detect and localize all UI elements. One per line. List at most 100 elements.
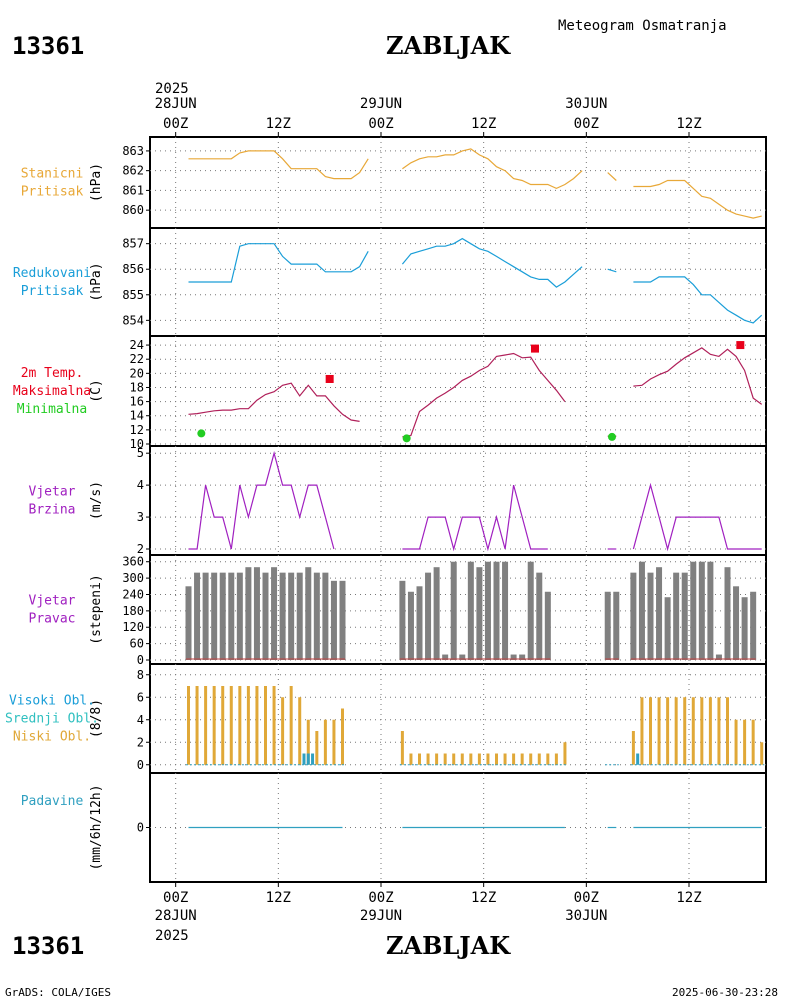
station-id-top: 13361	[12, 32, 84, 60]
y-tick-label: 2	[137, 735, 144, 749]
bar-mark	[674, 697, 678, 765]
bar-mark	[734, 719, 738, 765]
grads-credit: GrADS: COLA/IGES	[5, 986, 111, 999]
bar-mark	[546, 753, 550, 765]
panel-label: Pravac	[29, 612, 76, 627]
bar-mark	[279, 572, 286, 660]
bar-mark	[715, 654, 722, 660]
panel-label: Maksimalna	[13, 384, 91, 399]
tmin-marker	[402, 434, 411, 443]
series-line	[401, 237, 583, 288]
y-tick-label: 5	[137, 446, 144, 460]
tmin-marker	[608, 432, 616, 441]
bar-mark	[264, 686, 267, 765]
y-tick-label: 20	[130, 366, 144, 380]
bar-mark	[443, 753, 447, 765]
bar-mark	[330, 580, 337, 660]
panel-wind-direction: 0 60 120 180 240 300 360 (stepeni) Vjetar Pravac	[29, 554, 767, 667]
bar-mark	[255, 686, 259, 765]
panel-label: Srednji Obl.	[5, 712, 99, 727]
bar-mark	[305, 567, 312, 660]
y-tick-label: 18	[130, 380, 144, 394]
bottom-hour-label: 12Z	[676, 890, 701, 906]
y-tick-label: 16	[130, 395, 144, 409]
bar-mark	[221, 686, 225, 765]
unit-label: (mm/6h/12h)	[89, 784, 104, 870]
bar-mark	[604, 591, 611, 660]
bar-mark	[219, 572, 226, 660]
bar-mark	[724, 567, 731, 660]
bar-mark	[647, 572, 654, 660]
bar-mark	[544, 591, 551, 660]
bar-mark	[323, 719, 327, 765]
bar-mark	[512, 753, 516, 765]
bar-mark	[246, 686, 250, 765]
bar-mark	[640, 697, 644, 765]
series-line	[633, 276, 763, 324]
bar-mark	[229, 686, 233, 765]
top-date-label: 30JUN	[565, 96, 607, 112]
bar-mark	[631, 731, 635, 765]
bar-mark	[339, 580, 346, 660]
bar-mark	[510, 654, 517, 660]
bar-mark	[400, 731, 404, 765]
top-hour-label: 00Z	[574, 116, 599, 132]
panel-clouds: 0 2 4 6 8 (8/8)Visoki Obl. Srednji Obl. Niski O…	[5, 663, 767, 774]
panel-label: Stanicni	[21, 167, 84, 182]
top-hour-label: 00Z	[163, 116, 188, 132]
bar-mark	[537, 753, 541, 765]
bar-mark	[683, 697, 687, 765]
bar-mark	[673, 572, 680, 660]
bar-mark	[204, 686, 208, 765]
bar-mark	[460, 753, 464, 765]
y-tick-label: 60	[130, 637, 144, 651]
bar-mark	[486, 753, 490, 765]
panel-station-pressure: 860 861 862 863 (hPa) Stanicni Pritisak	[21, 136, 767, 229]
bar-mark	[657, 697, 661, 765]
series-line	[188, 243, 369, 283]
bar-mark	[741, 597, 748, 660]
bar-mark	[315, 731, 319, 765]
y-tick-label: 8	[137, 668, 144, 682]
station-name-top: ZABLJAK	[386, 31, 511, 60]
station-id-bottom: 13361	[12, 932, 84, 960]
unit-label: (stepeni)	[89, 574, 104, 644]
bar-mark	[527, 561, 534, 660]
bar-mark	[636, 753, 640, 765]
bar-mark	[341, 708, 344, 765]
bar-mark	[649, 697, 652, 765]
bar-mark	[211, 572, 218, 660]
bar-mark	[743, 719, 747, 765]
bar-mark	[311, 753, 315, 765]
bar-mark	[750, 591, 757, 660]
bar-mark	[691, 697, 695, 765]
bar-mark	[399, 580, 406, 660]
bar-mark	[476, 567, 483, 660]
series-line	[188, 450, 335, 550]
panel-label: 2m Temp.	[21, 366, 84, 381]
top-date-label: 29JUN	[360, 96, 402, 112]
series-line	[633, 179, 762, 219]
bar-mark	[554, 753, 558, 765]
top-hour-label: 12Z	[676, 116, 701, 132]
bar-mark	[493, 561, 500, 660]
bar-mark	[613, 591, 620, 660]
panel-frame	[149, 335, 767, 447]
panel-label: Pritisak	[21, 185, 84, 200]
y-tick-label: 856	[122, 262, 144, 276]
panel-wind-speed: 2 3 4 5 (m/s) Vjetar Brzina	[29, 445, 767, 556]
panel-frame	[149, 663, 767, 774]
bar-mark	[322, 572, 329, 660]
meteogram-panels: 860861862863(hPa)StanicniPritisak8548558…	[5, 132, 767, 887]
bar-mark	[563, 742, 567, 765]
y-tick-label: 360	[122, 555, 144, 569]
bar-mark	[426, 753, 430, 765]
panel-label: Vjetar	[29, 485, 76, 500]
bar-mark	[529, 753, 533, 765]
bar-mark	[664, 597, 671, 660]
panel-frame	[149, 136, 767, 229]
bottom-hour-label: 00Z	[163, 890, 188, 906]
y-tick-label: 854	[122, 313, 144, 327]
bar-mark	[194, 572, 201, 660]
